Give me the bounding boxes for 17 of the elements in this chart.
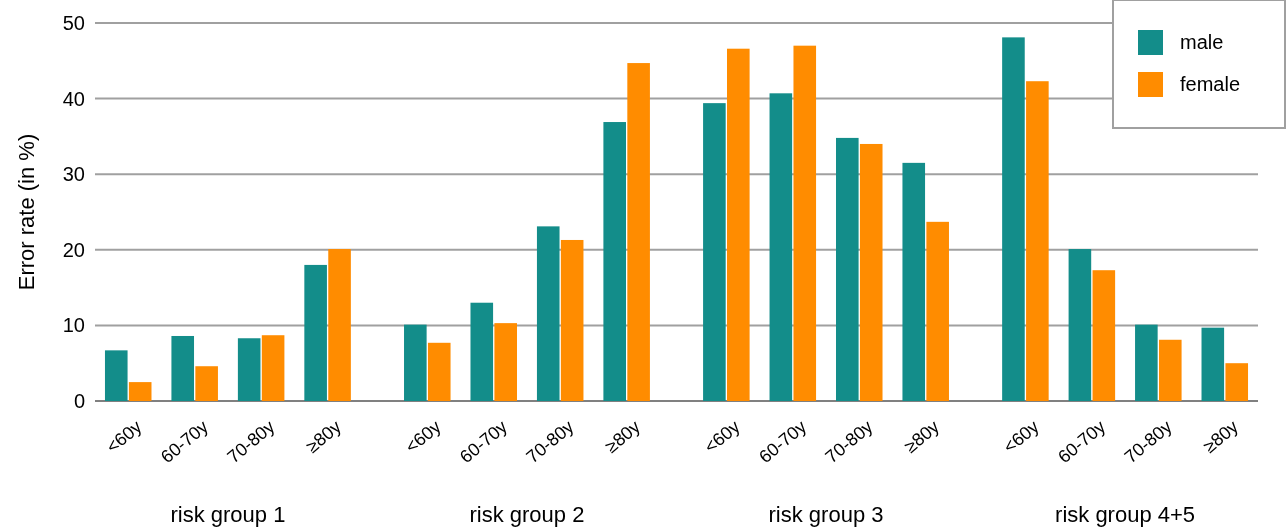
text: risk group 1 (170, 502, 286, 527)
y-tick-label: 20 (62, 238, 85, 261)
text: risk group 3 (768, 502, 884, 527)
legend-label: male (1180, 31, 1224, 53)
x-tick-label: <60y (999, 416, 1043, 458)
y-tick-label: 40 (62, 87, 85, 110)
y-tick-label: 0 (73, 390, 85, 412)
y-tick-label: 50 (62, 12, 85, 34)
x-tick-label: <60y (102, 416, 146, 458)
y-tick-label: 30 (62, 163, 85, 186)
x-tick-label: <60y (401, 416, 445, 458)
text: risk group 2 (469, 502, 585, 527)
x-tick-label: <60y (700, 416, 744, 458)
text: risk group 4+5 (1055, 502, 1196, 527)
y-axis-title: Error rate (in %) (14, 133, 39, 291)
y-tick-label: 10 (62, 314, 85, 337)
legend-label: female (1180, 73, 1241, 95)
